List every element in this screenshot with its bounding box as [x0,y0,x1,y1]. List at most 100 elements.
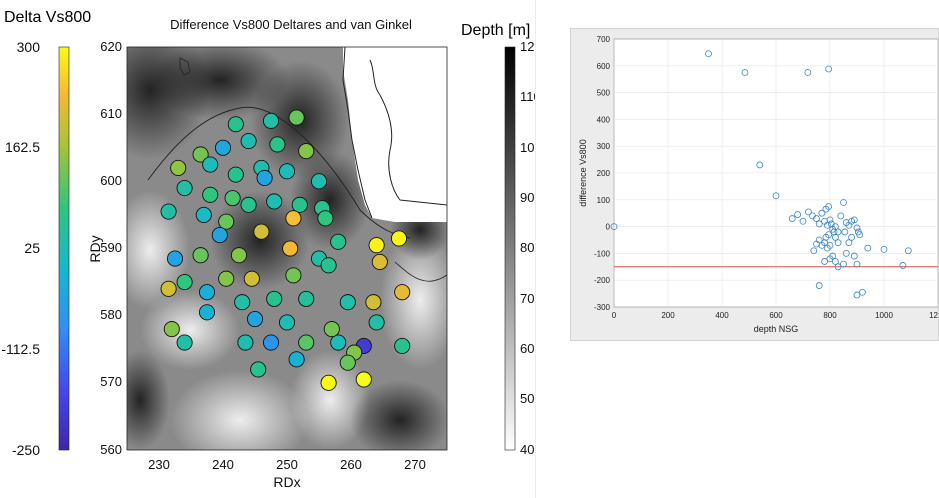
scatter-point [841,228,849,236]
scatter-point [842,249,850,257]
scatter-point [837,212,845,220]
map-point [218,213,235,230]
map-point [298,143,315,160]
depth-tick: 800 [520,240,535,255]
scatter-point [848,233,856,241]
y-tick: 570 [100,374,122,389]
delta-colorbar [58,46,70,451]
scatter-point [804,69,812,76]
map-point [246,310,264,328]
x-tick: 270 [404,457,426,472]
scatter-point [705,50,712,58]
map-point [330,233,347,250]
scatter-point [880,245,888,253]
scatter-point [788,215,796,222]
map-point [365,294,382,311]
map-axes-frame [126,46,448,451]
depth-tick: 500 [520,391,535,406]
scatter-point [818,209,826,217]
depth-colorbar-title: Depth [m] [461,22,530,39]
scatter-x-tick: 400 [715,311,729,320]
map-point [320,257,337,274]
scatter-point [799,217,807,225]
delta-tick: 300 [17,39,41,55]
map-point [160,280,177,297]
map-point [339,354,356,371]
map-point [288,109,305,126]
map-point [266,193,283,210]
scatter-x-label: depth NSG [754,324,799,334]
map-point [368,314,385,331]
depth-tick: 900 [520,190,535,205]
map-point [160,203,177,220]
map-point [176,179,193,197]
map-point [211,227,228,244]
map-point [368,237,385,254]
delta-tick: 25 [24,240,40,256]
map-point [192,247,209,264]
scatter-point [850,216,858,224]
scatter-y-tick: -200 [594,276,611,285]
depth-tick: 1000 [520,140,535,155]
scatter-y-tick: 700 [597,35,611,44]
depth-map [127,47,447,450]
scatter-point [826,216,834,224]
map-point [227,116,244,133]
x-axis-label: RDx [273,474,300,490]
scatter-grid [613,38,938,308]
scatter-x-tick: 0 [612,311,617,320]
scatter-point [899,262,907,269]
map-point [250,361,267,378]
y-tick: 580 [100,307,122,322]
map-point [269,136,286,153]
scatter-point [815,220,823,228]
scatter-point [821,258,829,265]
map-point [195,206,212,223]
map-point [282,240,299,257]
delta-colorbar-title: Delta Vs800 [4,9,91,26]
map-point [253,223,270,240]
scatter-y-tick: -300 [594,303,611,312]
depth-tick: 400 [520,442,535,457]
map-point [355,371,372,388]
map-point [390,230,408,247]
scatter-y-tick: 200 [597,169,611,178]
scatter-point [853,224,861,232]
map-point [330,334,347,351]
map-point [230,247,248,264]
scatter-point [831,258,839,265]
map-title: Difference Vs800 Deltares and van Ginkel [170,17,412,32]
scatter-x-tick: 1000 [875,311,893,320]
scatter-point [904,247,912,255]
y-tick: 600 [100,173,122,188]
scatter-point [831,223,839,231]
map-point [285,210,302,227]
map-point [339,294,356,311]
map-point [224,190,241,207]
map-points [160,109,411,391]
scatter-point [840,260,847,268]
scatter-point [610,223,618,231]
map-point [198,304,216,321]
map-point [166,250,184,267]
map-point [262,112,280,129]
y-tick: 610 [100,106,122,121]
map-point [198,284,216,301]
map-point [234,294,251,311]
scatter-point [813,215,820,222]
map-point [288,351,305,368]
scatter-point [831,233,839,241]
y-tick: 590 [100,240,122,255]
scatter-point [840,199,847,206]
scatter-point [794,211,802,218]
panel-divider [535,0,536,498]
scatter-point [772,192,780,200]
y-tick: 560 [100,442,122,457]
scatter-point [825,203,833,210]
map-point [202,186,219,203]
map-point [243,270,260,287]
delta-tick: 162.5 [5,139,40,155]
scatter-y-tick: 300 [597,142,611,151]
scatter-point [864,244,872,252]
